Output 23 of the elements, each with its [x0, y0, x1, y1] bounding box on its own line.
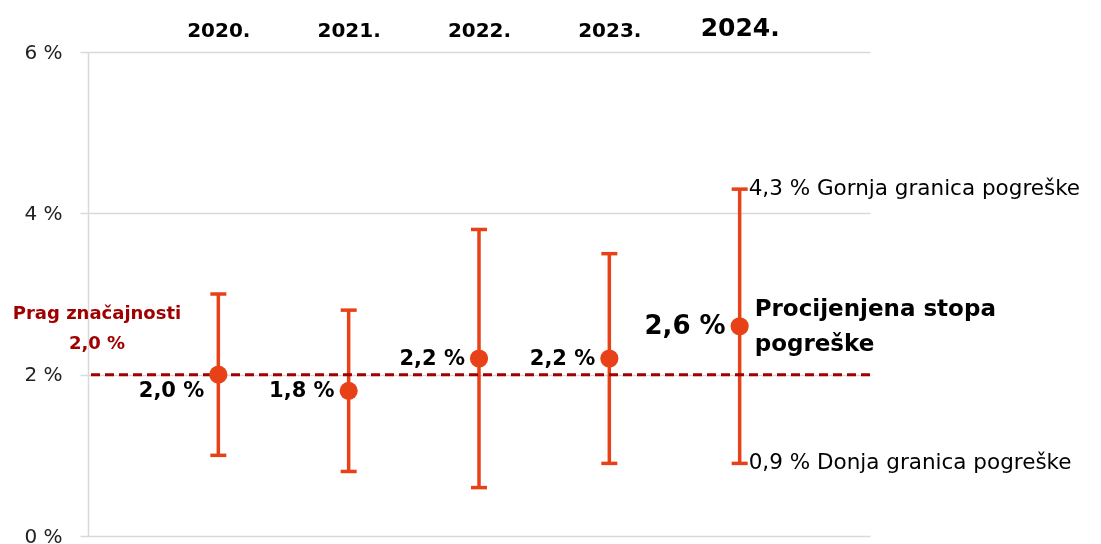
point — [600, 349, 619, 368]
y-tick-label: 2 % — [24, 362, 63, 387]
data-label: 2,2 % — [529, 345, 596, 370]
point — [730, 317, 749, 336]
x-tick-label: 2022. — [447, 17, 512, 42]
point — [339, 381, 358, 400]
point — [469, 349, 489, 368]
x-tick-label: 2020. — [187, 17, 251, 42]
x-tick-label: 2023. — [578, 17, 642, 42]
y-tick-label: 0 % — [24, 523, 63, 544]
y-tick-label: 4 % — [24, 200, 63, 225]
data-label: 1,8 % — [269, 377, 335, 402]
x-tick-label: 2021. — [317, 17, 381, 42]
annotation: Procijenjena stopa pogreške — [754, 294, 996, 356]
annotation: 4,3 % Gornja granica pogreške — [748, 175, 1081, 201]
data-label: 2,2 % — [399, 345, 465, 370]
point — [209, 365, 228, 384]
x-tick-label: 2024. — [700, 12, 780, 42]
y-tick-label: 6 % — [24, 39, 63, 64]
annotation: 0,9 % Donja granica pogreške — [748, 449, 1072, 475]
ref-line-label: Prag značajnosti 2,0 % — [12, 301, 182, 353]
data-label: 2,6 % — [644, 310, 726, 341]
data-label: 2,0 % — [138, 377, 205, 402]
